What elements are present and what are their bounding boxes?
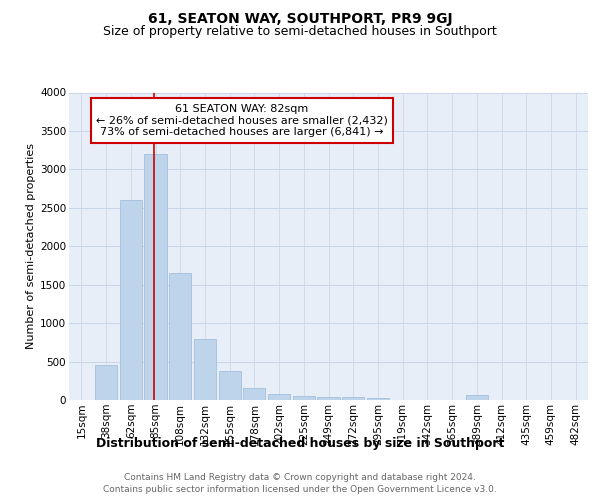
Bar [119, 200, 142, 400]
Text: Contains HM Land Registry data © Crown copyright and database right 2024.: Contains HM Land Registry data © Crown c… [124, 472, 476, 482]
Bar [293, 396, 315, 400]
Bar [367, 398, 389, 400]
Bar [194, 338, 216, 400]
Y-axis label: Number of semi-detached properties: Number of semi-detached properties [26, 143, 36, 349]
Bar [342, 398, 364, 400]
Bar [218, 371, 241, 400]
Bar [243, 388, 265, 400]
Bar [268, 394, 290, 400]
Bar [95, 366, 117, 400]
Text: 61, SEATON WAY, SOUTHPORT, PR9 9GJ: 61, SEATON WAY, SOUTHPORT, PR9 9GJ [148, 12, 452, 26]
Bar [169, 273, 191, 400]
Text: Contains public sector information licensed under the Open Government Licence v3: Contains public sector information licen… [103, 485, 497, 494]
Text: Distribution of semi-detached houses by size in Southport: Distribution of semi-detached houses by … [96, 438, 504, 450]
Text: Size of property relative to semi-detached houses in Southport: Size of property relative to semi-detach… [103, 25, 497, 38]
Bar [317, 396, 340, 400]
Bar [145, 154, 167, 400]
Bar [466, 396, 488, 400]
Text: 61 SEATON WAY: 82sqm
← 26% of semi-detached houses are smaller (2,432)
73% of se: 61 SEATON WAY: 82sqm ← 26% of semi-detac… [96, 104, 388, 137]
